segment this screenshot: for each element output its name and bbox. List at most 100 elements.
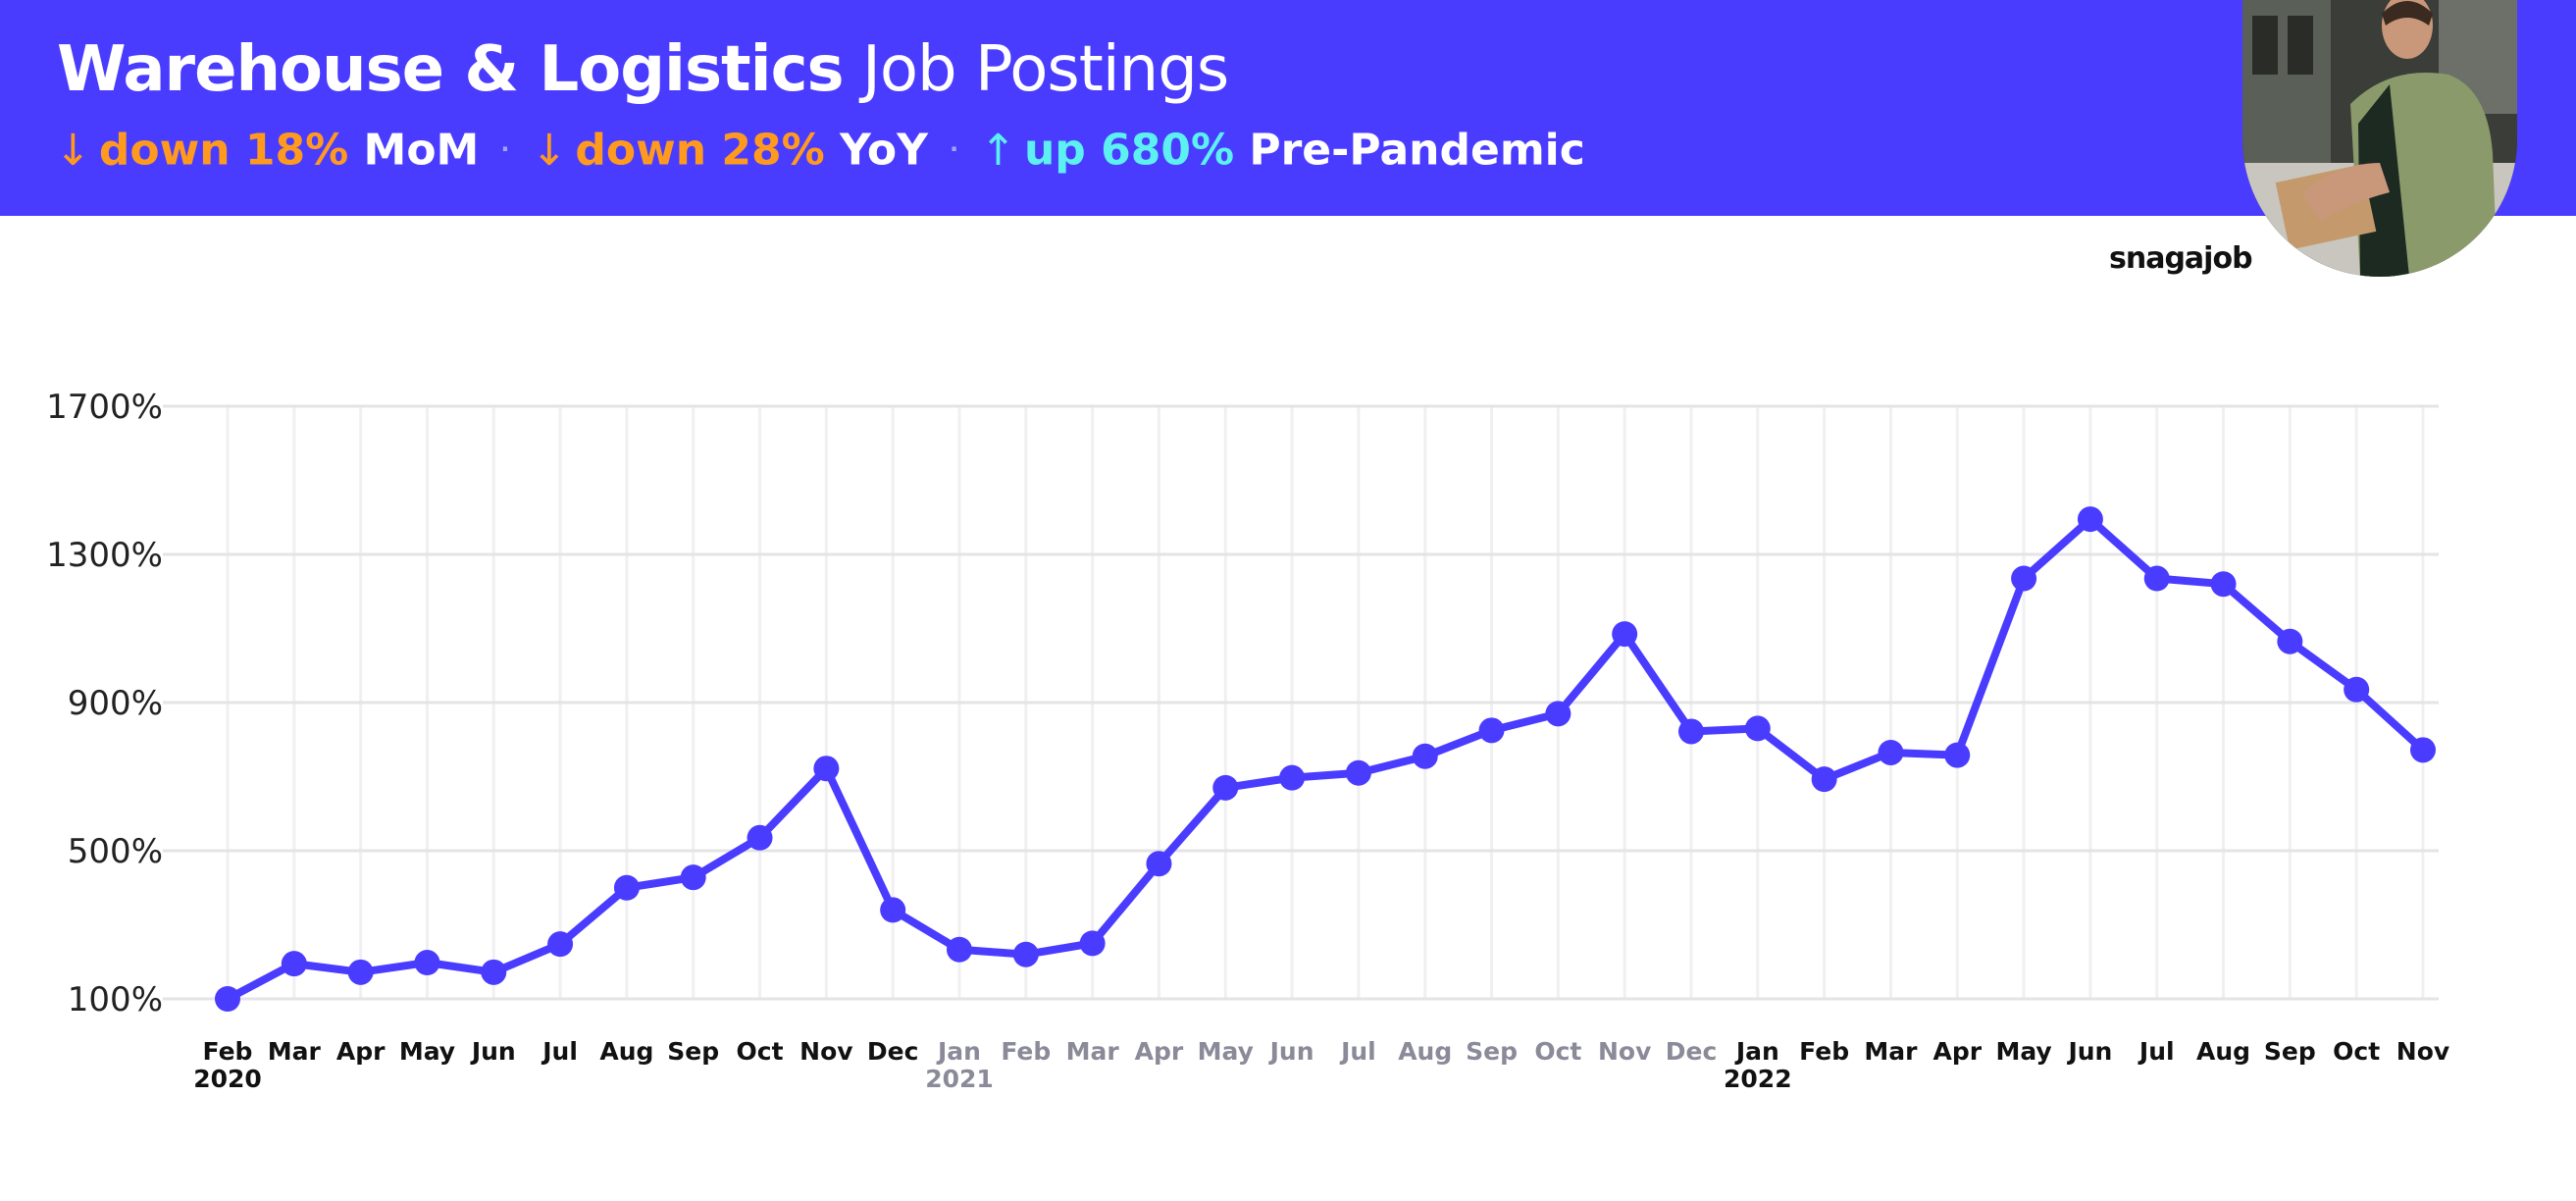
data-point bbox=[2344, 676, 2370, 703]
data-point bbox=[1412, 743, 1438, 769]
down-arrow-icon: ↓ bbox=[55, 125, 91, 176]
page-title: Warehouse & Logistics Job Postings bbox=[57, 33, 1229, 106]
data-point bbox=[2143, 565, 2170, 592]
x-tick-label: Jun bbox=[2066, 1037, 2112, 1066]
x-tick-label: Sep bbox=[2264, 1037, 2316, 1066]
data-point bbox=[1744, 715, 1771, 742]
data-point bbox=[2011, 565, 2037, 592]
x-tick-label: Nov bbox=[799, 1037, 852, 1066]
x-tick-label: Feb bbox=[203, 1037, 253, 1066]
data-points bbox=[215, 506, 2436, 1012]
x-tick-label: Mar bbox=[1864, 1037, 1918, 1066]
x-axis-labels: Feb Mar Apr May Jun Jul Aug Sep Oct Nov Dec Jan Feb M… bbox=[193, 1037, 2449, 1093]
title-bold: Warehouse & Logistics bbox=[57, 33, 845, 106]
data-point bbox=[1012, 941, 1039, 967]
stat-pre-pandemic-value: up 680% bbox=[1023, 125, 1235, 176]
data-point bbox=[347, 959, 374, 985]
x-tick-label: Aug bbox=[599, 1037, 653, 1066]
data-point bbox=[747, 824, 773, 851]
separator-dot: · bbox=[949, 135, 959, 163]
x-tick-label: Sep bbox=[667, 1037, 719, 1066]
x-tick-label: Jul bbox=[1339, 1037, 1376, 1066]
x-tick-label: Mar bbox=[1066, 1037, 1120, 1066]
data-point bbox=[1478, 717, 1505, 744]
data-point bbox=[813, 756, 840, 782]
x-tick-label: Nov bbox=[2396, 1037, 2449, 1066]
series-line bbox=[224, 515, 2427, 1003]
x-tick-label: May bbox=[1995, 1037, 2051, 1066]
stat-yoy: ↓ down 28% YoY bbox=[531, 123, 927, 176]
x-tick-label: Oct bbox=[2333, 1037, 2380, 1066]
data-point bbox=[2210, 571, 2237, 598]
data-point bbox=[1944, 742, 1971, 768]
data-point bbox=[281, 951, 307, 977]
stat-pre-pandemic-period: Pre-Pandemic bbox=[1249, 125, 1585, 176]
stat-mom: ↓ down 18% MoM bbox=[55, 123, 480, 176]
data-point bbox=[481, 959, 507, 985]
down-arrow-icon: ↓ bbox=[531, 125, 568, 176]
x-tick-label: Jan bbox=[1734, 1037, 1779, 1066]
year-label: 2021 bbox=[925, 1065, 994, 1093]
title-light: Job Postings bbox=[861, 33, 1229, 106]
data-point bbox=[880, 897, 906, 923]
up-arrow-icon: ↑ bbox=[980, 125, 1016, 176]
y-tick-label: 900% bbox=[68, 684, 163, 723]
data-point bbox=[1279, 764, 1306, 791]
x-tick-label: Jun bbox=[1268, 1037, 1314, 1066]
y-tick-label: 100% bbox=[68, 980, 163, 1019]
stat-mom-value: down 18% bbox=[98, 125, 349, 176]
data-point bbox=[1545, 701, 1571, 727]
y-tick-label: 1300% bbox=[46, 536, 163, 575]
data-point bbox=[1079, 930, 1106, 957]
x-tick-label: Feb bbox=[1001, 1037, 1051, 1066]
x-tick-label: Aug bbox=[1398, 1037, 1452, 1066]
year-label: 2022 bbox=[1724, 1065, 1792, 1093]
x-tick-label: Jan bbox=[936, 1037, 981, 1066]
x-tick-label: Sep bbox=[1466, 1037, 1518, 1066]
x-tick-label: Jun bbox=[470, 1037, 516, 1066]
data-point bbox=[414, 950, 440, 976]
x-tick-label: Nov bbox=[1598, 1037, 1651, 1066]
x-tick-label: Dec bbox=[1666, 1037, 1718, 1066]
year-label: 2020 bbox=[193, 1065, 262, 1093]
data-point bbox=[547, 931, 574, 958]
data-point bbox=[613, 874, 640, 901]
data-point bbox=[1678, 718, 1704, 745]
x-tick-label: Jul bbox=[2138, 1037, 2175, 1066]
x-tick-label: Feb bbox=[1799, 1037, 1849, 1066]
x-tick-label: Aug bbox=[2196, 1037, 2250, 1066]
x-tick-label: Apr bbox=[1932, 1037, 1982, 1066]
data-point bbox=[1811, 766, 1837, 793]
x-tick-label: May bbox=[399, 1037, 455, 1066]
y-tick-label: 500% bbox=[68, 832, 163, 871]
separator-dot: · bbox=[500, 135, 510, 163]
stat-pre-pandemic: ↑ up 680% Pre-Pandemic bbox=[980, 123, 1585, 176]
x-tick-label: May bbox=[1198, 1037, 1254, 1066]
y-tick-label: 1700% bbox=[46, 388, 163, 427]
data-point bbox=[1146, 851, 1172, 877]
x-tick-label: Mar bbox=[268, 1037, 322, 1066]
horizontal-gridlines bbox=[163, 404, 2439, 1001]
x-tick-label: Oct bbox=[1534, 1037, 1581, 1066]
data-point bbox=[1612, 621, 1638, 648]
data-point bbox=[1212, 774, 1239, 801]
x-tick-label: Apr bbox=[1135, 1037, 1184, 1066]
data-point bbox=[2277, 628, 2303, 654]
data-point bbox=[1345, 759, 1371, 786]
stat-yoy-value: down 28% bbox=[575, 125, 825, 176]
data-point bbox=[2410, 737, 2436, 763]
data-point bbox=[2077, 506, 2103, 533]
stat-mom-period: MoM bbox=[363, 125, 480, 176]
x-tick-label: Apr bbox=[336, 1037, 386, 1066]
x-tick-label: Jul bbox=[541, 1037, 578, 1066]
header-banner bbox=[0, 0, 2576, 216]
data-point bbox=[680, 864, 706, 891]
data-point bbox=[215, 986, 240, 1012]
y-axis-labels: 1700% 1300% 900% 500% 100% bbox=[46, 388, 163, 1019]
x-tick-label: Oct bbox=[737, 1037, 784, 1066]
stats-row: ↓ down 18% MoM · ↓ down 28% YoY · ↑ up 680% Pre… bbox=[55, 122, 1585, 176]
data-point bbox=[947, 936, 972, 963]
worker-photo bbox=[2242, 0, 2517, 277]
x-tick-label: Dec bbox=[867, 1037, 919, 1066]
